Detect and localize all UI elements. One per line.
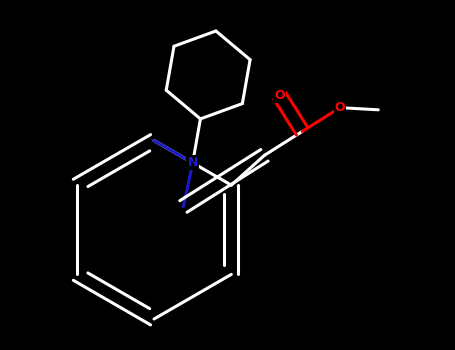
Text: O: O	[274, 89, 285, 102]
Text: N: N	[187, 156, 198, 169]
Text: O: O	[334, 101, 345, 114]
